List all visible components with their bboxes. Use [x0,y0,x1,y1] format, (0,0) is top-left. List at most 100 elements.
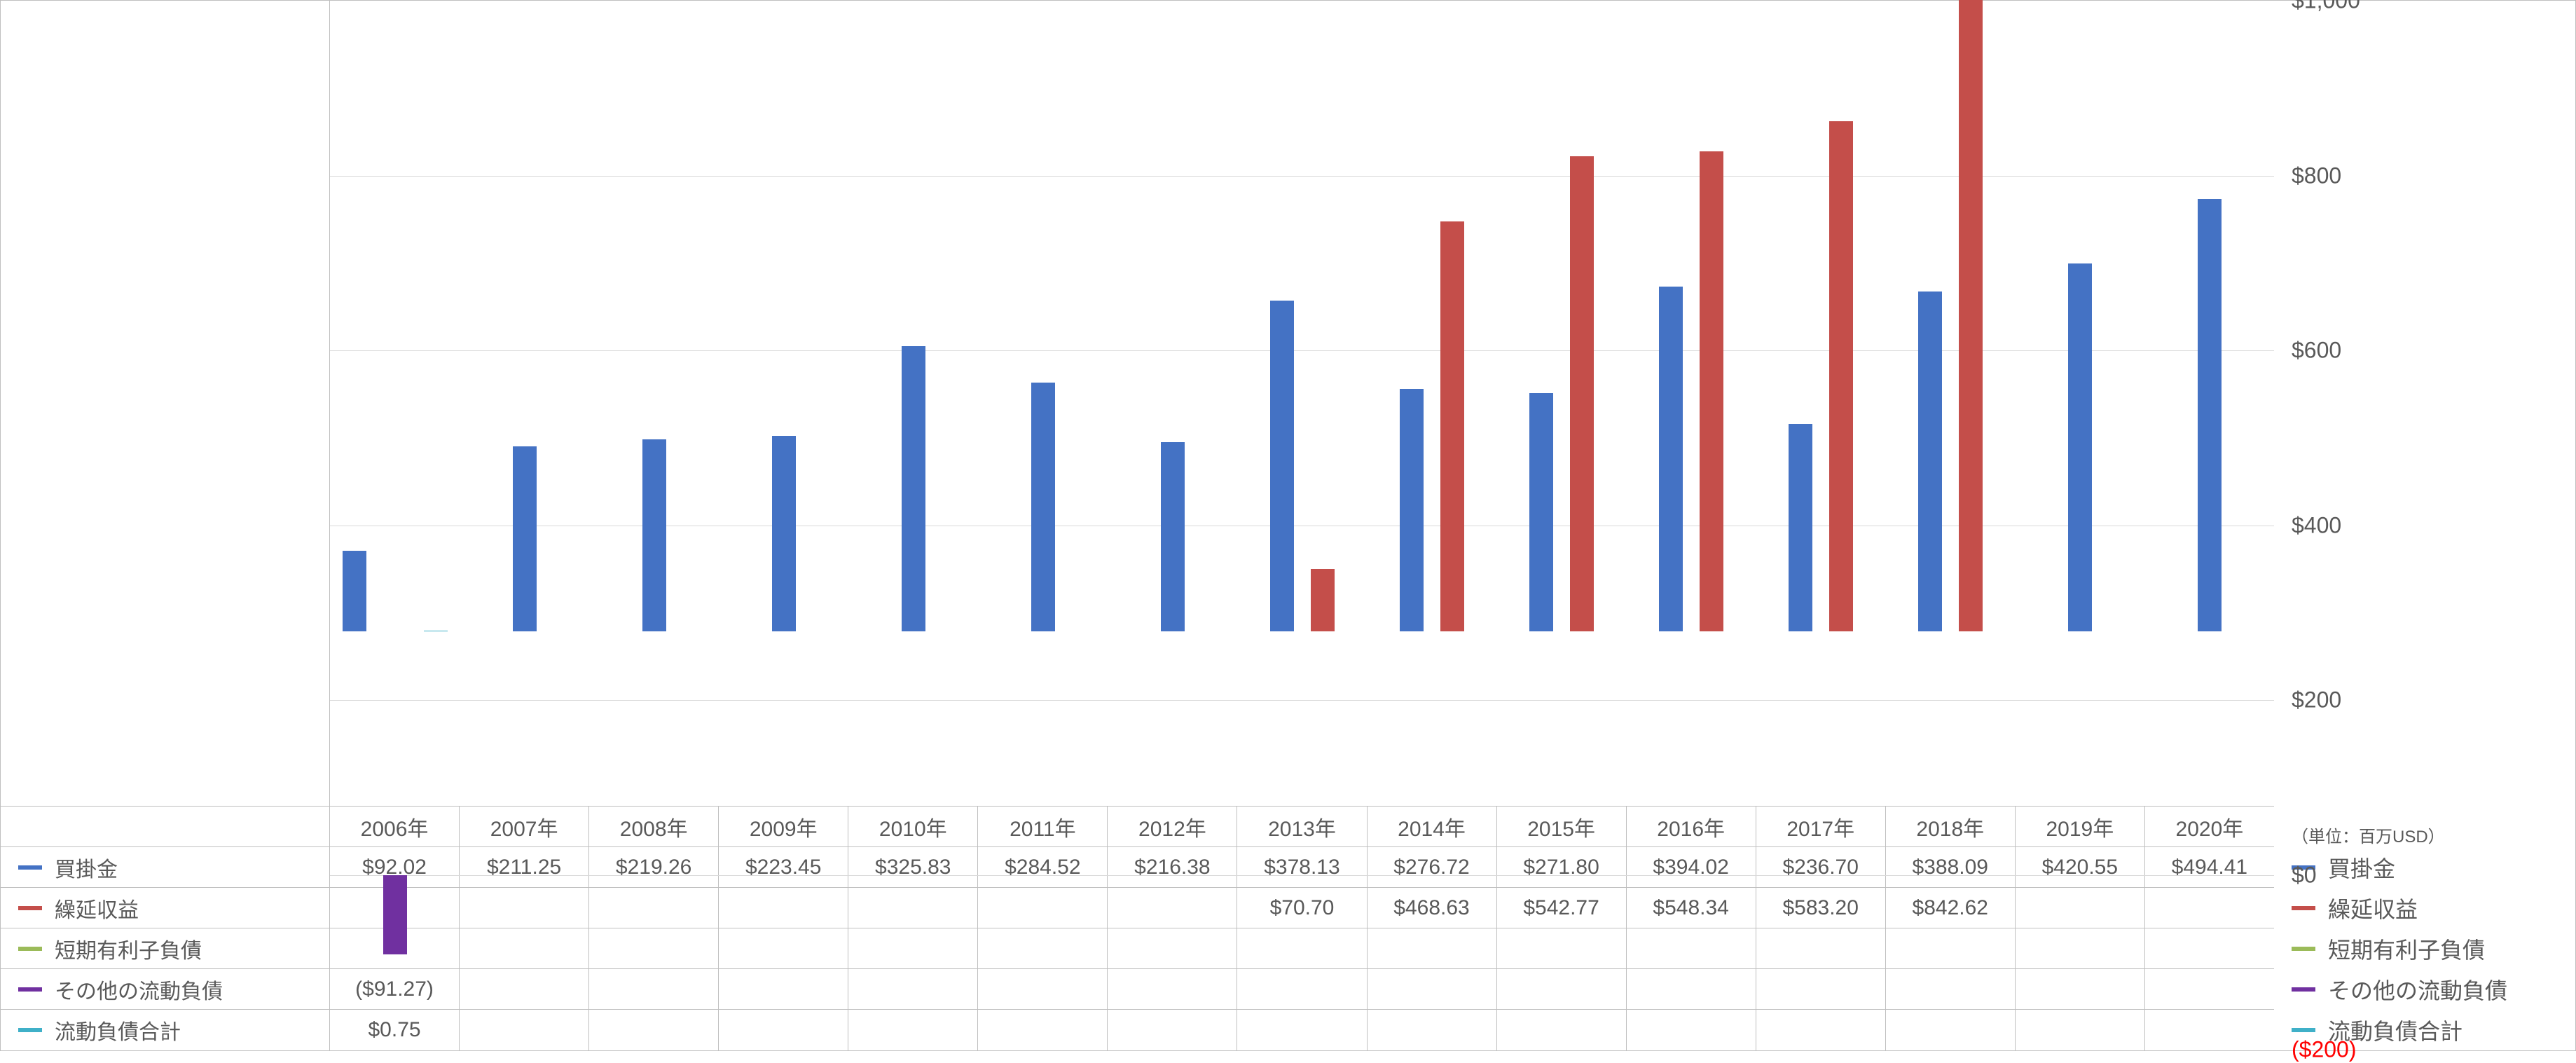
swatch-s5 [18,1028,42,1032]
swatch-s1 [18,865,42,870]
bar [1700,151,1723,631]
data-cell [848,888,978,928]
label-s2: 繰延収益 [55,893,139,924]
year-cell: 2017年 [1756,807,1886,846]
chart-wrapper: 買掛金 繰延収益 短期有利子負債 その他の流動負債 流動負債合計 2006年20… [0,0,2576,1051]
swatch-s4 [18,987,42,992]
data-cell [460,928,589,968]
data-cell: $542.77 [1497,888,1627,928]
mid-panel: 2006年2007年2008年2009年2010年2011年2012年2013年… [330,1,2274,1050]
legend-s3: 短期有利子負債 [2292,928,2575,969]
data-cell [2016,928,2145,968]
data-cell [1237,928,1367,968]
data-cell [1627,928,1756,968]
legend-swatch-s4 [2292,987,2315,992]
data-cell [2145,969,2274,1009]
year-cell: 2013年 [1237,807,1367,846]
y-axis-area: $1,000$800$600$400$200$0($200) [2292,1,2575,824]
table-row-years: 2006年2007年2008年2009年2010年2011年2012年2013年… [330,807,2274,847]
bar [1440,221,1464,631]
data-table: 2006年2007年2008年2009年2010年2011年2012年2013年… [330,807,2274,1050]
data-cell [719,928,848,968]
bar [1400,389,1424,631]
legend-label-s2: 繰延収益 [2328,892,2418,924]
right-panel: $1,000$800$600$400$200$0($200) （単位：百万USD… [2274,1,2575,1050]
bar [513,446,537,631]
data-cell: $216.38 [1108,847,1237,887]
year-cell: 2006年 [330,807,460,846]
data-cell: $276.72 [1368,847,1497,887]
data-cell [848,928,978,968]
data-cell [460,969,589,1009]
data-cell [1108,928,1237,968]
data-cell: $219.26 [589,847,719,887]
grid-line [330,176,2274,177]
year-cell: 2009年 [719,807,848,846]
data-cell [589,969,719,1009]
unit-label: （単位：百万USD） [2292,823,2575,847]
bar [1529,393,1553,631]
grid-line [330,875,2274,876]
data-cell [1237,1010,1367,1050]
y-tick-label: $400 [2292,512,2341,538]
year-cell: 2007年 [460,807,589,846]
bar [383,875,407,955]
data-cell [2145,1010,2274,1050]
label-s1: 買掛金 [55,852,118,883]
y-tick-label: $200 [2292,687,2341,713]
bar [902,346,925,631]
data-cell: $236.70 [1756,847,1886,887]
year-cell: 2011年 [978,807,1108,846]
y-tick-label: $0 [2292,862,2317,888]
data-cell [589,888,719,928]
chart-plot-area [330,1,2274,807]
data-cell [1237,969,1367,1009]
data-cell [1497,1010,1627,1050]
data-cell: $388.09 [1886,847,2016,887]
data-cell [978,1010,1108,1050]
table-row: $92.02$211.25$219.26$223.45$325.83$284.5… [330,847,2274,888]
swatch-s3 [18,947,42,951]
data-cell: $583.20 [1756,888,1886,928]
data-cell [2145,888,2274,928]
data-cell: $842.62 [1886,888,2016,928]
row-header-years-spacer [1,807,329,847]
table-row [330,928,2274,969]
bar [2198,199,2222,631]
left-panel: 買掛金 繰延収益 短期有利子負債 その他の流動負債 流動負債合計 [1,1,330,1050]
label-s3: 短期有利子負債 [55,933,202,964]
bar [1161,442,1185,631]
legend-s4: その他の流動負債 [2292,969,2575,1010]
legend-swatch-s3 [2292,947,2315,951]
row-header-s5: 流動負債合計 [1,1010,329,1050]
bar [1959,0,1983,631]
data-cell: $70.70 [1237,888,1367,928]
bar [642,439,666,631]
table-row: $0.75 [330,1010,2274,1050]
left-spacer [1,1,329,806]
data-cell: $223.45 [719,847,848,887]
data-cell [460,888,589,928]
data-cell: $211.25 [460,847,589,887]
year-cell: 2015年 [1497,807,1627,846]
data-cell [978,928,1108,968]
label-s5: 流動負債合計 [55,1015,181,1045]
data-cell [1886,928,2016,968]
bar [1829,121,1853,631]
row-headers-table: 買掛金 繰延収益 短期有利子負債 その他の流動負債 流動負債合計 [1,806,329,1050]
bar [1031,383,1055,631]
data-cell: $548.34 [1627,888,1756,928]
data-cell [1886,1010,2016,1050]
table-row: $70.70$468.63$542.77$548.34$583.20$842.6… [330,888,2274,928]
data-cell [589,928,719,968]
data-cell [719,1010,848,1050]
data-cell [589,1010,719,1050]
legend: （単位：百万USD） 買掛金 繰延収益 短期有利子負債 その他の流動負債 流動負… [2292,827,2575,1050]
y-tick-label: $600 [2292,338,2341,364]
data-cell: $468.63 [1368,888,1497,928]
data-cell [848,969,978,1009]
bar [772,436,796,631]
year-cell: 2010年 [848,807,978,846]
bar [343,551,366,631]
year-cell: 2016年 [1627,807,1756,846]
